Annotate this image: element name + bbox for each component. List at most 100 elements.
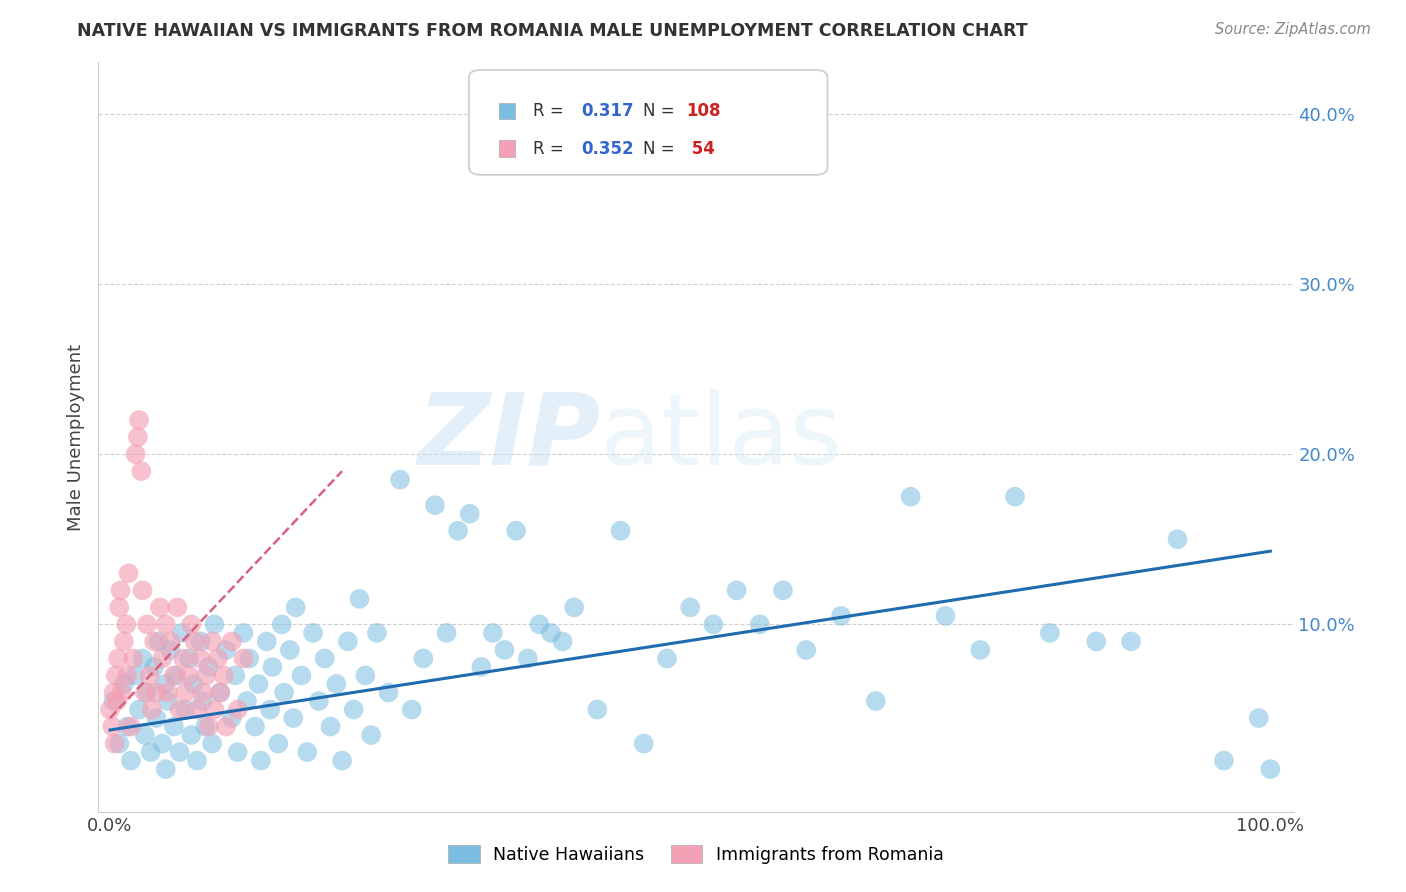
Point <box>104 737 127 751</box>
Point <box>136 617 159 632</box>
Point <box>529 617 551 632</box>
Point <box>172 651 194 665</box>
Point <box>98 702 121 716</box>
Point <box>436 626 458 640</box>
Point <box>412 651 434 665</box>
Point <box>226 702 249 716</box>
Point <box>586 702 609 716</box>
Point <box>236 694 259 708</box>
Point <box>150 737 173 751</box>
Point <box>128 702 150 716</box>
Point <box>180 617 202 632</box>
Text: NATIVE HAWAIIAN VS IMMIGRANTS FROM ROMANIA MALE UNEMPLOYMENT CORRELATION CHART: NATIVE HAWAIIAN VS IMMIGRANTS FROM ROMAN… <box>77 22 1028 40</box>
Text: 0.317: 0.317 <box>581 103 634 120</box>
Point <box>177 651 200 665</box>
Point <box>101 720 124 734</box>
Text: Source: ZipAtlas.com: Source: ZipAtlas.com <box>1215 22 1371 37</box>
Point <box>900 490 922 504</box>
Point <box>360 728 382 742</box>
Point <box>343 702 366 716</box>
Point <box>163 668 186 682</box>
Point <box>207 651 229 665</box>
Point <box>204 702 226 716</box>
Point <box>145 711 167 725</box>
Point <box>131 583 153 598</box>
Legend: Native Hawaiians, Immigrants from Romania: Native Hawaiians, Immigrants from Romani… <box>441 838 950 871</box>
Point <box>1085 634 1108 648</box>
Point <box>163 720 186 734</box>
Point <box>366 626 388 640</box>
Point <box>148 634 170 648</box>
Point <box>354 668 377 682</box>
Point <box>124 447 146 461</box>
Point <box>247 677 270 691</box>
Point <box>562 600 585 615</box>
Point <box>197 720 219 734</box>
Point <box>969 643 991 657</box>
Point <box>166 600 188 615</box>
Point <box>107 651 129 665</box>
Point <box>389 473 412 487</box>
Text: 108: 108 <box>686 103 721 120</box>
Point <box>117 566 139 581</box>
Point <box>224 668 246 682</box>
Point <box>349 591 371 606</box>
Point <box>112 634 135 648</box>
Point <box>505 524 527 538</box>
Point <box>702 617 724 632</box>
Point <box>290 668 312 682</box>
Point <box>1247 711 1270 725</box>
Point <box>830 608 852 623</box>
Point <box>267 737 290 751</box>
Point <box>155 617 177 632</box>
Point <box>177 668 200 682</box>
Point <box>124 668 146 682</box>
Point <box>138 668 160 682</box>
Bar <box>499 140 516 157</box>
Point <box>165 668 187 682</box>
Point <box>458 507 481 521</box>
Point <box>243 720 266 734</box>
Point <box>190 634 212 648</box>
Point <box>794 643 817 657</box>
Text: R =: R = <box>533 103 569 120</box>
Point <box>153 677 176 691</box>
Point <box>183 634 205 648</box>
Point <box>143 660 166 674</box>
Point <box>145 685 167 699</box>
Point <box>725 583 748 598</box>
Point <box>516 651 538 665</box>
Point <box>633 737 655 751</box>
Text: R =: R = <box>533 140 569 158</box>
Point <box>270 617 292 632</box>
Point <box>447 524 470 538</box>
Point <box>150 651 173 665</box>
Point <box>250 754 273 768</box>
Point <box>215 643 238 657</box>
Point <box>169 702 191 716</box>
Bar <box>499 103 516 120</box>
Point <box>183 677 205 691</box>
Point <box>1039 626 1062 640</box>
Point <box>1212 754 1234 768</box>
Point <box>201 737 224 751</box>
Point <box>540 626 562 640</box>
Point <box>110 583 132 598</box>
Point <box>232 626 254 640</box>
Point <box>336 634 359 648</box>
Point <box>136 685 159 699</box>
Point <box>120 720 142 734</box>
FancyBboxPatch shape <box>470 70 828 175</box>
Point <box>103 694 125 708</box>
Point <box>748 617 770 632</box>
Text: N =: N = <box>644 103 681 120</box>
Point <box>1258 762 1281 776</box>
Point <box>108 600 131 615</box>
Point <box>186 754 208 768</box>
Point <box>262 660 284 674</box>
Point <box>139 745 162 759</box>
Point <box>201 634 224 648</box>
Point <box>256 634 278 648</box>
Point <box>159 634 181 648</box>
Point <box>551 634 574 648</box>
